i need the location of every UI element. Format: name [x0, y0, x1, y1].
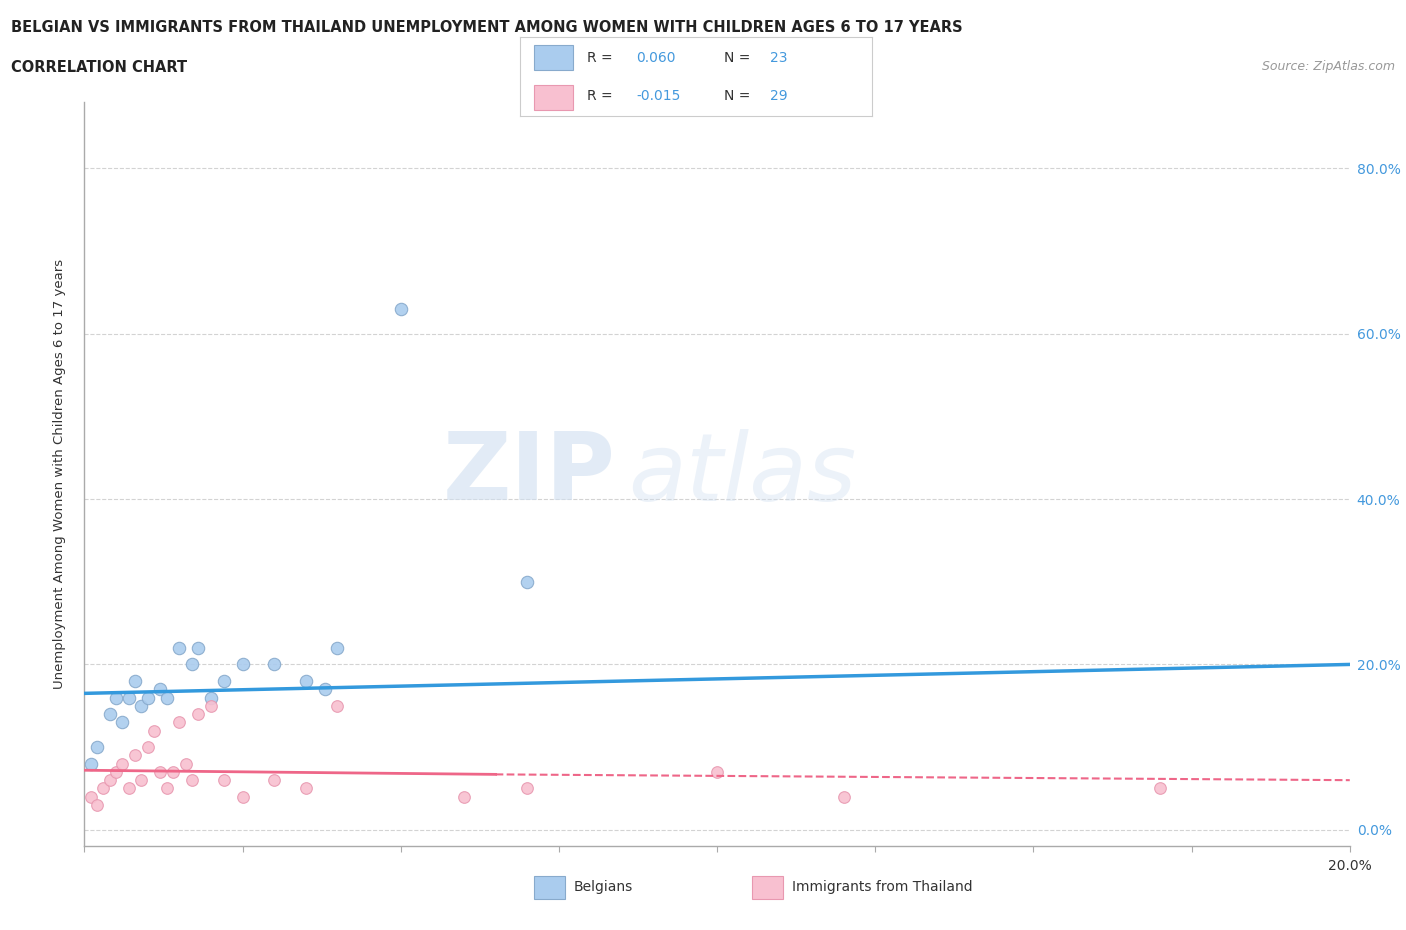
- Point: [105, 690, 128, 705]
- Point: [98, 707, 121, 722]
- Point: [136, 690, 159, 705]
- Point: [187, 707, 209, 722]
- Point: [212, 773, 235, 788]
- Text: N =: N =: [724, 88, 755, 102]
- Point: [93, 781, 115, 796]
- Text: R =: R =: [588, 88, 617, 102]
- Point: [231, 657, 254, 671]
- Point: [80, 756, 103, 771]
- Point: [129, 698, 153, 713]
- Text: CORRELATION CHART: CORRELATION CHART: [11, 60, 187, 75]
- Point: [314, 682, 336, 697]
- Text: atlas: atlas: [628, 429, 856, 520]
- Point: [453, 790, 475, 804]
- Point: [129, 773, 153, 788]
- Point: [118, 781, 141, 796]
- Point: [295, 781, 318, 796]
- Point: [155, 690, 177, 705]
- Point: [111, 756, 134, 771]
- Text: 23: 23: [770, 51, 787, 65]
- Point: [326, 698, 349, 713]
- Text: -0.015: -0.015: [637, 88, 681, 102]
- Text: N =: N =: [724, 51, 755, 65]
- Point: [174, 756, 197, 771]
- Point: [1149, 781, 1171, 796]
- Y-axis label: Unemployment Among Women with Children Ages 6 to 17 years: Unemployment Among Women with Children A…: [53, 259, 66, 689]
- Point: [231, 790, 254, 804]
- Point: [263, 657, 285, 671]
- Point: [516, 781, 538, 796]
- Point: [105, 764, 128, 779]
- Text: R =: R =: [588, 51, 617, 65]
- Text: BELGIAN VS IMMIGRANTS FROM THAILAND UNEMPLOYMENT AMONG WOMEN WITH CHILDREN AGES : BELGIAN VS IMMIGRANTS FROM THAILAND UNEM…: [11, 20, 963, 35]
- Point: [516, 575, 538, 590]
- Point: [86, 739, 108, 754]
- Text: Belgians: Belgians: [574, 880, 633, 895]
- Point: [326, 641, 349, 656]
- Point: [136, 739, 159, 754]
- Point: [200, 698, 222, 713]
- Point: [389, 301, 412, 316]
- Point: [118, 690, 141, 705]
- Point: [155, 781, 177, 796]
- Bar: [534, 85, 574, 110]
- Point: [111, 715, 134, 730]
- Point: [832, 790, 855, 804]
- Point: [169, 641, 191, 656]
- Point: [200, 690, 222, 705]
- Point: [149, 682, 172, 697]
- Point: [212, 673, 235, 688]
- Bar: [534, 46, 574, 71]
- Point: [162, 764, 184, 779]
- Point: [263, 773, 285, 788]
- Point: [149, 764, 172, 779]
- Text: Source: ZipAtlas.com: Source: ZipAtlas.com: [1261, 60, 1395, 73]
- Point: [98, 773, 121, 788]
- Text: 0.060: 0.060: [637, 51, 676, 65]
- Point: [143, 724, 166, 738]
- Point: [124, 748, 146, 763]
- Point: [80, 790, 103, 804]
- Point: [181, 657, 204, 671]
- Point: [295, 673, 318, 688]
- Point: [187, 641, 209, 656]
- Text: Immigrants from Thailand: Immigrants from Thailand: [792, 880, 972, 895]
- Point: [169, 715, 191, 730]
- Text: ZIP: ZIP: [443, 429, 616, 520]
- Point: [706, 764, 728, 779]
- Point: [86, 798, 108, 813]
- Text: 29: 29: [770, 88, 787, 102]
- Point: [124, 673, 146, 688]
- Point: [181, 773, 204, 788]
